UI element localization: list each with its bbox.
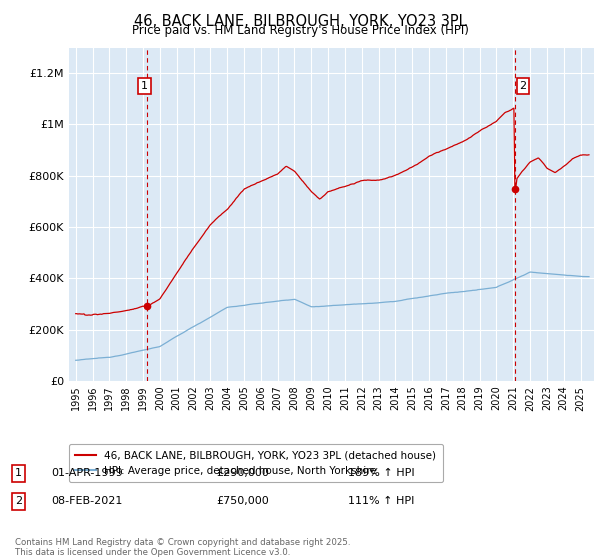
Text: 189% ↑ HPI: 189% ↑ HPI bbox=[348, 468, 415, 478]
Text: 2: 2 bbox=[520, 81, 527, 91]
Legend: 46, BACK LANE, BILBROUGH, YORK, YO23 3PL (detached house), HPI: Average price, d: 46, BACK LANE, BILBROUGH, YORK, YO23 3PL… bbox=[69, 444, 443, 482]
Text: 01-APR-1999: 01-APR-1999 bbox=[51, 468, 123, 478]
Text: £290,000: £290,000 bbox=[216, 468, 269, 478]
Text: Contains HM Land Registry data © Crown copyright and database right 2025.
This d: Contains HM Land Registry data © Crown c… bbox=[15, 538, 350, 557]
Text: Price paid vs. HM Land Registry's House Price Index (HPI): Price paid vs. HM Land Registry's House … bbox=[131, 24, 469, 37]
Text: 08-FEB-2021: 08-FEB-2021 bbox=[51, 496, 122, 506]
Text: 111% ↑ HPI: 111% ↑ HPI bbox=[348, 496, 415, 506]
Text: 2: 2 bbox=[15, 496, 22, 506]
Text: 46, BACK LANE, BILBROUGH, YORK, YO23 3PL: 46, BACK LANE, BILBROUGH, YORK, YO23 3PL bbox=[134, 14, 466, 29]
Text: 1: 1 bbox=[141, 81, 148, 91]
Text: 1: 1 bbox=[15, 468, 22, 478]
Text: £750,000: £750,000 bbox=[216, 496, 269, 506]
